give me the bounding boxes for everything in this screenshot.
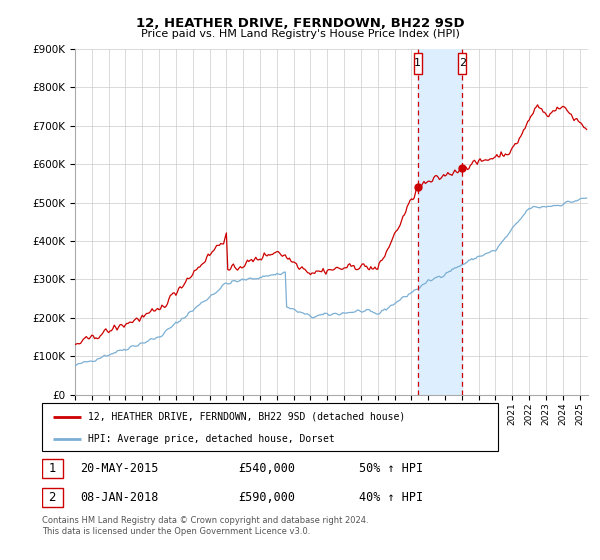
Text: HPI: Average price, detached house, Dorset: HPI: Average price, detached house, Dors… <box>88 434 334 444</box>
Text: £540,000: £540,000 <box>239 462 296 475</box>
Text: £590,000: £590,000 <box>239 491 296 504</box>
Text: 1: 1 <box>49 462 56 475</box>
Text: Price paid vs. HM Land Registry's House Price Index (HPI): Price paid vs. HM Land Registry's House … <box>140 29 460 39</box>
Text: 08-JAN-2018: 08-JAN-2018 <box>80 491 158 504</box>
Text: 40% ↑ HPI: 40% ↑ HPI <box>359 491 423 504</box>
FancyBboxPatch shape <box>42 459 63 478</box>
Text: 1: 1 <box>414 58 421 68</box>
Text: 2: 2 <box>49 491 56 504</box>
FancyBboxPatch shape <box>42 403 498 451</box>
FancyBboxPatch shape <box>413 53 422 74</box>
Text: 12, HEATHER DRIVE, FERNDOWN, BH22 9SD (detached house): 12, HEATHER DRIVE, FERNDOWN, BH22 9SD (d… <box>88 412 405 422</box>
Bar <box>418 49 462 395</box>
Text: 20-MAY-2015: 20-MAY-2015 <box>80 462 158 475</box>
Text: 2: 2 <box>458 58 466 68</box>
FancyBboxPatch shape <box>42 488 63 507</box>
FancyBboxPatch shape <box>458 53 466 74</box>
Text: 12, HEATHER DRIVE, FERNDOWN, BH22 9SD: 12, HEATHER DRIVE, FERNDOWN, BH22 9SD <box>136 17 464 30</box>
Text: 50% ↑ HPI: 50% ↑ HPI <box>359 462 423 475</box>
Text: Contains HM Land Registry data © Crown copyright and database right 2024.
This d: Contains HM Land Registry data © Crown c… <box>42 516 368 536</box>
